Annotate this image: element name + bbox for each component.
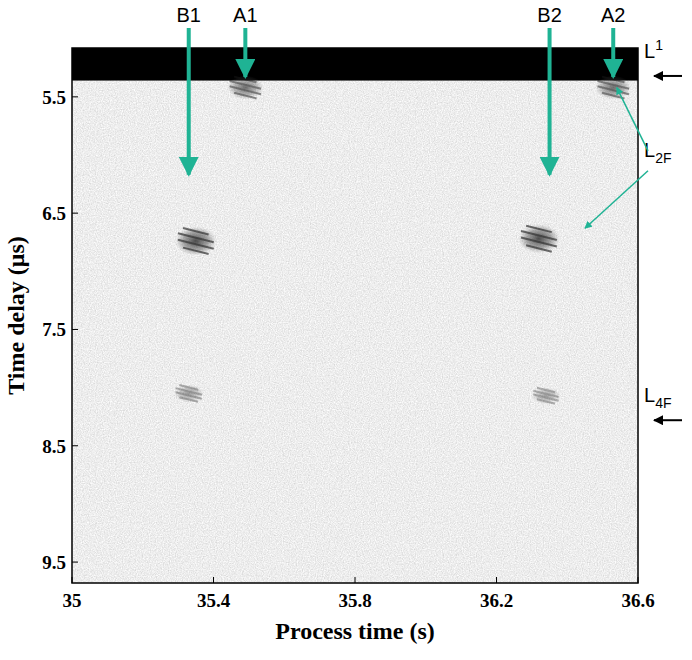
annotation-arrow [187,28,191,175]
echo-fringe [526,226,552,232]
y-tick-label: 6.5 [42,203,66,224]
x-tick-label: 35 [63,590,82,611]
x-tick [213,577,214,583]
echo-fringe [234,93,257,99]
x-tick-label: 35.4 [197,590,231,611]
echo-glow [174,384,204,402]
annotation-arrow [611,28,615,77]
layer-label: L4F [644,384,671,411]
annotation-arrow [548,28,552,175]
x-tick [638,577,639,583]
layer-label: L1 [644,37,663,62]
plot-area [72,48,638,583]
x-tick-label: 36.6 [621,590,654,611]
layer-letter: L [644,139,655,161]
y-tick-label: 5.5 [42,87,66,108]
annotation-arrow [243,28,247,77]
echo [175,227,216,256]
y-tick [72,445,78,446]
echo-fringe [526,245,552,251]
layer-pointer [617,88,648,151]
x-axis-title: Process time (s) [275,618,435,644]
echo-fringe [183,248,209,254]
echo-fringe [179,397,198,402]
layer-letter: L [644,384,655,406]
x-tick-label: 36.2 [480,590,513,611]
annotation-label: A1 [233,4,257,26]
echo [174,384,204,402]
annotation-label: B2 [537,4,561,26]
echo-glow [227,76,263,100]
x-tick [355,577,356,583]
echo-glow [532,387,561,404]
x-tick [72,577,73,583]
noise-background [72,48,638,583]
y-tick-label: 8.5 [42,436,66,457]
echo [532,387,561,404]
echo-fringe [602,77,625,83]
saturated-band [72,48,638,81]
echo-glow [595,76,631,100]
y-tick [72,329,78,330]
layer-sup: 1 [655,37,663,53]
plot-frame [72,48,638,583]
annotation-label: A2 [601,4,625,26]
x-tick-label: 35.8 [338,590,371,611]
layer-arrow [654,419,682,421]
annotation-label: B1 [177,4,201,26]
y-tick [72,562,78,563]
layer-pointer [585,171,648,228]
echo [227,76,263,100]
layer-sub: 2F [655,150,671,166]
y-axis-title: Time delay (μs) [3,236,29,394]
x-tick [496,577,497,583]
echo [518,224,559,253]
y-tick [72,96,78,97]
layer-label: L2F [644,139,671,166]
layer-arrow [654,75,682,77]
layer-sub: 4F [655,395,671,411]
echo-fringe [537,399,555,404]
y-tick-label: 7.5 [42,319,66,340]
echo-fringe [183,228,209,234]
echo-fringe [234,77,257,83]
echo [595,76,631,100]
y-tick-label: 9.5 [42,552,66,573]
echo-glow [175,227,216,256]
echo-glow [518,224,559,253]
layer-letter: L [644,40,655,62]
y-tick [72,213,78,214]
